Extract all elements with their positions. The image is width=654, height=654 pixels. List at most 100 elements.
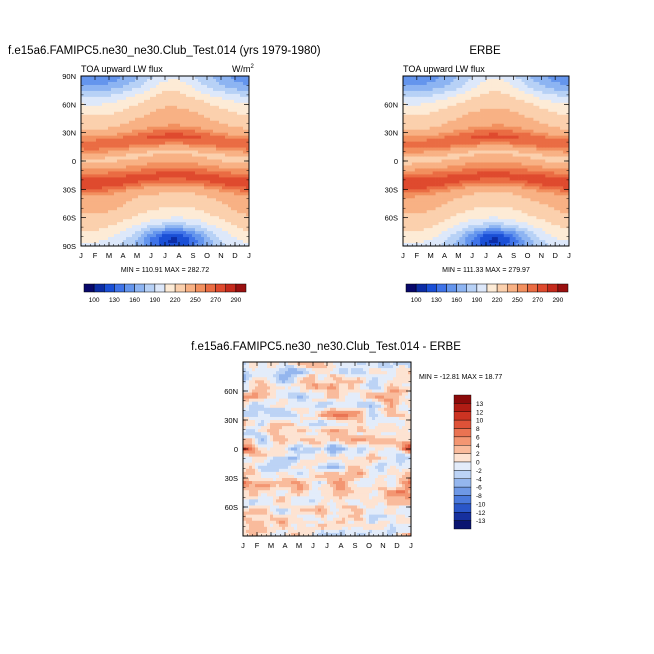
heatmap-cell (459, 243, 463, 246)
heatmap-cell (201, 165, 205, 169)
heatmap-cell (234, 111, 238, 116)
heatmap-cell (99, 180, 103, 184)
heatmap-cell (438, 135, 442, 139)
heatmap-cell (474, 207, 478, 211)
heatmap-cell (96, 195, 100, 199)
heatmap-cell (150, 186, 154, 190)
heatmap-cell (90, 183, 94, 187)
heatmap-cell (438, 162, 442, 166)
heatmap-cell (459, 141, 463, 145)
heatmap-cell (150, 237, 154, 241)
heatmap-cell (465, 204, 469, 208)
heatmap-cell (420, 87, 425, 92)
heatmap-cell (243, 177, 247, 181)
heatmap-cell (171, 210, 175, 214)
heatmap-cell (246, 165, 249, 169)
heatmap-cell (462, 216, 466, 220)
heatmap-cell (456, 183, 460, 187)
heatmap-cell (120, 207, 124, 211)
heatmap-cell (237, 201, 241, 205)
heatmap-cell (159, 210, 163, 214)
heatmap-cell (198, 84, 202, 89)
heatmap-cell (477, 186, 481, 190)
heatmap-cell (486, 165, 490, 169)
heatmap-cell (111, 195, 115, 199)
heatmap-cell (186, 204, 190, 208)
heatmap-cell (426, 177, 431, 181)
heatmap-cell (438, 222, 442, 226)
heatmap-cell (102, 234, 106, 238)
heatmap-cell (447, 150, 451, 154)
heatmap-cell (423, 234, 428, 238)
heatmap-cell (150, 240, 154, 244)
heatmap-cell (456, 144, 460, 148)
heatmap-cell (144, 180, 148, 184)
heatmap-cell (144, 87, 148, 92)
heatmap-cell (174, 90, 178, 95)
heatmap-cell (438, 210, 442, 214)
heatmap-cell (156, 84, 160, 89)
heatmap-cell (108, 207, 112, 211)
heatmap-cell (240, 210, 244, 214)
heatmap-cell (84, 132, 88, 136)
heatmap-cell (132, 141, 136, 145)
heatmap-cell (213, 192, 217, 196)
heatmap-cell (195, 111, 199, 116)
heatmap-cell (219, 102, 223, 107)
heatmap-cell (174, 105, 178, 110)
heatmap-cell (93, 135, 97, 139)
heatmap-cell (414, 177, 419, 181)
heatmap-cell (456, 147, 460, 151)
heatmap-cell (129, 231, 133, 235)
heatmap-cell (219, 192, 223, 196)
heatmap-cell (144, 198, 148, 202)
heatmap-cell (204, 240, 208, 244)
heatmap-cell (162, 117, 166, 122)
heatmap-cell (246, 78, 249, 83)
heatmap-cell (135, 186, 139, 190)
heatmap-cell (132, 180, 136, 184)
heatmap-cell (213, 76, 217, 80)
heatmap-cell (234, 231, 238, 235)
heatmap-cell (243, 78, 247, 83)
heatmap-cell (403, 153, 407, 157)
heatmap-cell (84, 78, 88, 83)
heatmap-cell (483, 201, 487, 205)
heatmap-cell (237, 105, 241, 110)
heatmap-cell (195, 231, 199, 235)
heatmap-cell (177, 222, 181, 226)
heatmap-cell (456, 192, 460, 196)
heatmap-cell (150, 105, 154, 110)
heatmap-cell (201, 171, 205, 175)
colorbar-label: 270 (210, 297, 221, 304)
heatmap-cell (102, 225, 106, 229)
heatmap-cell (159, 195, 163, 199)
heatmap-cell (471, 129, 475, 134)
heatmap-cell (150, 171, 154, 175)
heatmap-cell (141, 189, 145, 193)
heatmap-cell (480, 222, 484, 226)
heatmap-cell (225, 129, 229, 134)
heatmap-cell (468, 99, 472, 104)
heatmap-cell (447, 93, 451, 98)
heatmap-cell (240, 237, 244, 241)
heatmap-cell (468, 183, 472, 187)
heatmap-cell (195, 78, 199, 83)
heatmap-cell (462, 102, 466, 107)
heatmap-cell (429, 84, 433, 89)
heatmap-cell (228, 234, 232, 238)
heatmap-cell (237, 120, 241, 125)
heatmap-cell (444, 165, 448, 169)
heatmap-cell (180, 207, 184, 211)
heatmap-cell (96, 78, 100, 83)
heatmap-cell (99, 120, 103, 125)
heatmap-cell (462, 111, 466, 116)
heatmap-cell (405, 168, 410, 172)
heatmap-cell (456, 108, 460, 113)
heatmap-cell (423, 171, 428, 175)
heatmap-cell (108, 243, 112, 246)
heatmap-cell (453, 198, 457, 202)
heatmap-cell (486, 126, 490, 131)
heatmap-cell (162, 213, 166, 217)
heatmap-cell (102, 216, 106, 220)
